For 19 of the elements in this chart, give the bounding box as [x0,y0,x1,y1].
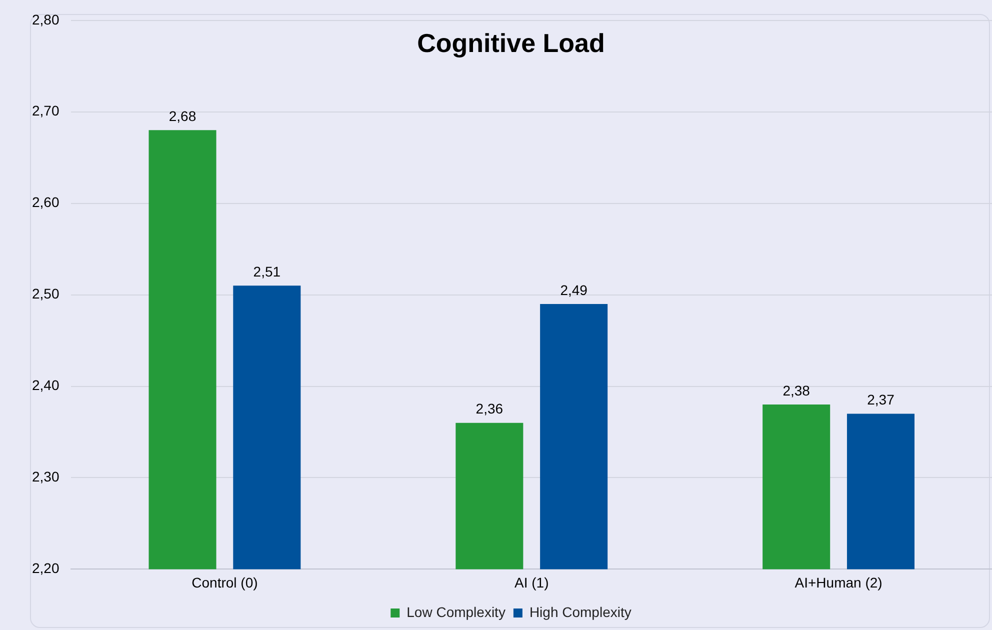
y-tick-label: 2,20 [32,560,60,576]
y-tick-label: 2,50 [32,286,60,302]
data-label: 2,68 [168,108,196,124]
y-tick-label: 2,80 [32,11,60,28]
y-tick-label: 2,70 [32,102,60,119]
legend-label: Low Complexity [406,604,506,620]
data-label: 2,49 [560,282,588,298]
data-label: 2,38 [782,382,810,398]
data-label: 2,37 [867,392,895,408]
y-tick-label: 2,40 [32,377,60,394]
x-tick-label: Control (0) [192,574,258,590]
chart-title: Cognitive Load [417,28,605,58]
legend-label: High Complexity [529,604,632,620]
y-tick-label: 2,60 [32,194,60,210]
x-tick-label: AI (1) [514,574,549,590]
data-label: 2,51 [253,264,281,280]
data-label: 2,36 [476,400,504,417]
y-tick-label: 2,30 [32,468,60,485]
x-tick-label: AI+Human (2) [794,574,882,590]
